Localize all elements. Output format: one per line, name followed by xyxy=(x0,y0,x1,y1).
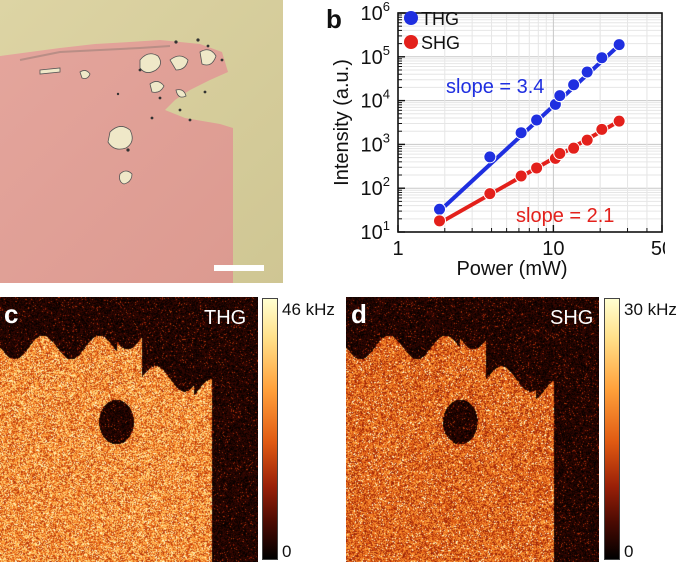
panel-d-letter: d xyxy=(351,299,367,329)
thg-data-point xyxy=(595,51,609,65)
shg-data-point xyxy=(595,122,609,136)
thg-map-label: THG xyxy=(204,307,247,329)
x-tick-label: 1 xyxy=(392,238,403,260)
panel-c-letter: c xyxy=(4,299,19,329)
thg-data-point xyxy=(530,113,544,127)
shg-legend-label: SHG xyxy=(421,33,460,53)
y-tick-label: 106 xyxy=(361,0,390,25)
x-axis-label: Power (mW) xyxy=(456,258,567,280)
thg-data-point xyxy=(514,126,528,140)
shg-data-point xyxy=(433,214,447,228)
shg-colorbar-min: 0 xyxy=(624,542,634,561)
shg-data-point xyxy=(567,141,581,155)
x-tick-label: 10 xyxy=(542,238,564,260)
y-tick-label: 105 xyxy=(361,43,390,69)
optical-micrograph-image xyxy=(0,0,283,283)
thg-data-point xyxy=(567,78,581,92)
shg-data-point xyxy=(553,146,567,160)
shg-data-point xyxy=(483,187,497,201)
thg-data-point xyxy=(553,89,567,103)
thg-legend-marker xyxy=(404,11,418,25)
shg-legend-marker xyxy=(404,35,418,49)
thg-legend-label: THG xyxy=(421,9,459,29)
thg-map-canvas xyxy=(0,297,258,562)
thg-data-point xyxy=(580,65,594,79)
thg-colorbar-max: 46 kHz xyxy=(282,300,335,319)
shg-intensity-map xyxy=(346,297,599,562)
thg-slope-annotation: slope = 3.4 xyxy=(446,76,544,98)
thg-data-point xyxy=(433,202,447,216)
x-tick-label: 50 xyxy=(651,238,665,260)
shg-data-point xyxy=(530,161,544,175)
optical-micrograph xyxy=(0,0,283,283)
shg-map-canvas xyxy=(346,297,599,562)
y-tick-label: 104 xyxy=(361,87,390,113)
thg-intensity-map xyxy=(0,297,258,562)
thg-data-point xyxy=(612,38,626,52)
shg-map-label: SHG xyxy=(550,307,594,329)
shg-data-point xyxy=(580,133,594,147)
shg-colorbar xyxy=(604,298,620,560)
y-tick-label: 103 xyxy=(361,130,390,156)
panel-b-letter: b xyxy=(326,4,342,34)
thg-colorbar xyxy=(262,298,278,560)
power-dependence-chart: 101 102 103 104 105 106 1 10 50 Power (mW) Intensi… xyxy=(331,0,665,280)
shg-colorbar-max: 30 kHz xyxy=(624,300,677,319)
thg-colorbar-min: 0 xyxy=(282,542,292,561)
y-axis-label: Intensity (a.u.) xyxy=(331,59,353,186)
y-tick-label: 102 xyxy=(361,174,390,200)
plot-frame xyxy=(397,12,663,233)
shg-data-point xyxy=(612,114,626,128)
shg-data-point xyxy=(514,169,528,183)
scale-bar xyxy=(214,265,264,271)
y-tick-label: 101 xyxy=(361,218,390,244)
shg-slope-annotation: slope = 2.1 xyxy=(516,205,614,227)
thg-data-point xyxy=(483,150,497,164)
